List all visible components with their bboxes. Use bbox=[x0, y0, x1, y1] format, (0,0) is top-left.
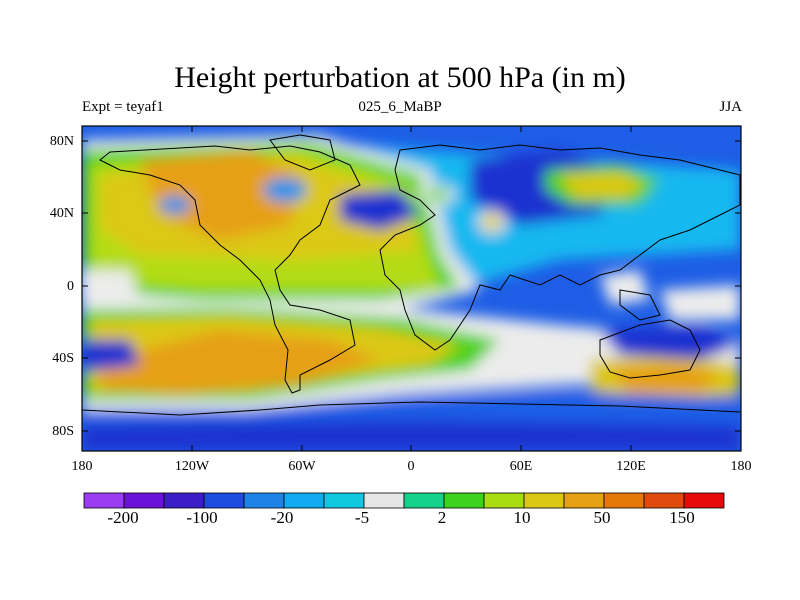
colorbar-swatch bbox=[483, 492, 525, 509]
colorbar-swatch bbox=[603, 492, 645, 509]
plot-title: Height perturbation at 500 hPa (in m) bbox=[174, 61, 626, 94]
colorbar-swatch bbox=[203, 492, 245, 509]
experiment-label: Expt = teyaf1 bbox=[82, 99, 164, 115]
colorbar-label: 2 bbox=[437, 508, 447, 527]
lon-label-0: 0 bbox=[407, 459, 415, 474]
colorbar-swatch bbox=[403, 492, 445, 509]
lat-label-equator: 0 bbox=[67, 279, 74, 294]
colorbar-swatch bbox=[443, 492, 485, 509]
season-label: JJA bbox=[719, 99, 742, 115]
colorbar-swatch bbox=[523, 492, 565, 509]
lon-label-180w: 180 bbox=[71, 459, 93, 474]
colorbar-swatch bbox=[83, 492, 125, 509]
lon-label-180e: 180 bbox=[730, 459, 752, 474]
colorbar-swatch bbox=[643, 492, 685, 509]
axis-ticks bbox=[82, 126, 741, 451]
lon-label-120e: 120E bbox=[616, 459, 646, 474]
lon-label-60w: 60W bbox=[288, 459, 316, 474]
colorbar-label: -200 bbox=[107, 508, 139, 527]
lat-label-40n: 40N bbox=[49, 206, 74, 221]
height-perturbation-field bbox=[82, 126, 741, 451]
colorbar-label: 150 bbox=[669, 508, 695, 527]
colorbar-swatch bbox=[163, 492, 205, 509]
colorbar-label: -5 bbox=[354, 508, 370, 527]
colorbar-swatch bbox=[283, 492, 325, 509]
coastlines bbox=[82, 134, 741, 416]
colorbar-swatch bbox=[123, 492, 165, 509]
colorbar-label: 50 bbox=[593, 508, 611, 527]
colorbar-swatch bbox=[243, 492, 285, 509]
lat-label-80s: 80S bbox=[52, 424, 74, 439]
colorbar-swatch bbox=[323, 492, 365, 509]
colorbar-swatch bbox=[683, 492, 725, 509]
colorbar-label: -100 bbox=[186, 508, 218, 527]
lon-label-60e: 60E bbox=[509, 459, 533, 474]
colorbar-swatch bbox=[363, 492, 405, 509]
colorbar-label: 10 bbox=[513, 508, 531, 527]
lat-label-80n: 80N bbox=[49, 134, 74, 149]
lat-label-40s: 40S bbox=[52, 351, 74, 366]
colorbar-swatch bbox=[563, 492, 605, 509]
colorbar bbox=[83, 492, 725, 509]
period-label: 025_6_MaBP bbox=[358, 99, 442, 115]
colorbar-label: -20 bbox=[270, 508, 294, 527]
lon-label-120w: 120W bbox=[174, 459, 210, 474]
